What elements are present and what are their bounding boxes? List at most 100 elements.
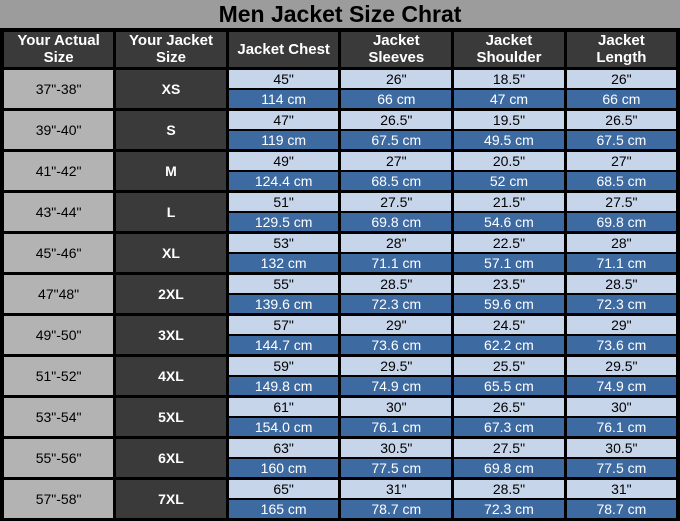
measure-inches-cell: 25.5"	[451, 353, 567, 377]
size-row-inches: 53"-54" 5XL 61" 30" 26.5" 30"	[0, 394, 680, 439]
measure-inches-cell: 30.5"	[338, 435, 455, 459]
actual-size-cell: 39"-40"	[0, 107, 117, 152]
measure-inches-cell: 22.5"	[451, 230, 567, 254]
measure-inches-cell: 53"	[225, 230, 342, 254]
actual-size-cell: 45"-46"	[0, 230, 117, 275]
measure-inches-cell: 28"	[338, 230, 455, 254]
measure-inches-cell: 27.5"	[338, 189, 455, 213]
measure-cm-cell: 67.3 cm	[451, 415, 567, 439]
measure-cm-cell: 78.7 cm	[338, 497, 455, 521]
size-row-cm: 144.7 cm 73.6 cm 62.2 cm 73.6 cm	[2, 333, 680, 357]
col-header-jacket-shoulder: Jacket Shoulder	[451, 28, 567, 70]
col-header-jacket-size: Your Jacket Size	[113, 28, 229, 70]
measure-cm-cell: 59.6 cm	[451, 292, 567, 316]
size-row-cm: 160 cm 77.5 cm 69.8 cm 77.5 cm	[2, 456, 680, 480]
jacket-size-cell: 2XL	[113, 271, 229, 316]
measure-inches-cell: 23.5"	[451, 271, 567, 295]
measure-cm-cell: 72.3 cm	[563, 292, 680, 316]
size-row-inches: 41"-42" M 49" 27" 20.5" 27"	[0, 148, 680, 193]
size-row-inches: 47"48" 2XL 55" 28.5" 23.5" 28.5"	[0, 271, 680, 316]
measure-cm-cell: 62.2 cm	[451, 333, 567, 357]
measure-inches-cell: 45"	[225, 66, 342, 90]
measure-cm-cell: 165 cm	[225, 497, 342, 521]
measure-cm-cell: 52 cm	[451, 169, 567, 193]
jacket-size-cell: XS	[113, 66, 229, 111]
size-row-inches: 37"-38" XS 45" 26" 18.5" 26"	[0, 66, 680, 111]
measure-inches-cell: 57"	[225, 312, 342, 336]
measure-inches-cell: 28.5"	[451, 476, 567, 500]
measure-cm-cell: 65.5 cm	[451, 374, 567, 398]
measure-cm-cell: 77.5 cm	[563, 456, 680, 480]
measure-inches-cell: 59"	[225, 353, 342, 377]
measure-cm-cell: 66 cm	[338, 87, 455, 111]
actual-size-cell: 47"48"	[0, 271, 117, 316]
size-row-inches: 49"-50" 3XL 57" 29" 24.5" 29"	[0, 312, 680, 357]
measure-cm-cell: 69.8 cm	[338, 210, 455, 234]
measure-inches-cell: 20.5"	[451, 148, 567, 172]
measure-inches-cell: 24.5"	[451, 312, 567, 336]
measure-inches-cell: 28.5"	[338, 271, 455, 295]
size-row-inches: 51"-52" 4XL 59" 29.5" 25.5" 29.5"	[0, 353, 680, 398]
size-row-inches: 45"-46" XL 53" 28" 22.5" 28"	[0, 230, 680, 275]
measure-cm-cell: 68.5 cm	[563, 169, 680, 193]
size-row-cm: 165 cm 78.7 cm 72.3 cm 78.7 cm	[2, 497, 680, 521]
measure-cm-cell: 73.6 cm	[563, 333, 680, 357]
actual-size-cell: 41"-42"	[0, 148, 117, 193]
measure-inches-cell: 30"	[563, 394, 680, 418]
measure-inches-cell: 30"	[338, 394, 455, 418]
size-table-header: Your Actual Size Your Jacket Size Jacket…	[0, 28, 680, 70]
measure-inches-cell: 26"	[563, 66, 680, 90]
measure-inches-cell: 55"	[225, 271, 342, 295]
measure-inches-cell: 51"	[225, 189, 342, 213]
measure-inches-cell: 63"	[225, 435, 342, 459]
jacket-size-cell: 3XL	[113, 312, 229, 357]
measure-cm-cell: 144.7 cm	[225, 333, 342, 357]
measure-inches-cell: 29.5"	[338, 353, 455, 377]
measure-cm-cell: 139.6 cm	[225, 292, 342, 316]
title-bar: Men Jacket Size Chrat	[0, 0, 680, 28]
measure-cm-cell: 71.1 cm	[338, 251, 455, 275]
measure-inches-cell: 61"	[225, 394, 342, 418]
measure-cm-cell: 78.7 cm	[563, 497, 680, 521]
measure-cm-cell: 114 cm	[225, 87, 342, 111]
measure-cm-cell: 71.1 cm	[563, 251, 680, 275]
measure-inches-cell: 28.5"	[563, 271, 680, 295]
measure-inches-cell: 28"	[563, 230, 680, 254]
col-header-jacket-length: Jacket Length	[563, 28, 680, 70]
jacket-size-cell: 4XL	[113, 353, 229, 398]
measure-cm-cell: 149.8 cm	[225, 374, 342, 398]
actual-size-cell: 49"-50"	[0, 312, 117, 357]
size-row-cm: 149.8 cm 74.9 cm 65.5 cm 74.9 cm	[2, 374, 680, 398]
size-table: Your Actual Size Your Jacket Size Jacket…	[0, 28, 680, 521]
measure-cm-cell: 47 cm	[451, 87, 567, 111]
measure-inches-cell: 31"	[563, 476, 680, 500]
measure-inches-cell: 27"	[338, 148, 455, 172]
size-row-cm: 114 cm 66 cm 47 cm 66 cm	[2, 87, 680, 111]
size-table-body: 37"-38" XS 45" 26" 18.5" 26" 114 cm 66 cm 47 cm 6…	[0, 66, 680, 521]
measure-cm-cell: 69.8 cm	[451, 456, 567, 480]
measure-inches-cell: 21.5"	[451, 189, 567, 213]
size-row-cm: 129.5 cm 69.8 cm 54.6 cm 69.8 cm	[2, 210, 680, 234]
measure-cm-cell: 160 cm	[225, 456, 342, 480]
measure-cm-cell: 74.9 cm	[563, 374, 680, 398]
measure-cm-cell: 72.3 cm	[451, 497, 567, 521]
measure-inches-cell: 27.5"	[451, 435, 567, 459]
measure-inches-cell: 30.5"	[563, 435, 680, 459]
measure-inches-cell: 47"	[225, 107, 342, 131]
measure-inches-cell: 49"	[225, 148, 342, 172]
measure-cm-cell: 49.5 cm	[451, 128, 567, 152]
header-row: Your Actual Size Your Jacket Size Jacket…	[0, 28, 680, 70]
measure-inches-cell: 29"	[338, 312, 455, 336]
measure-inches-cell: 26.5"	[451, 394, 567, 418]
measure-cm-cell: 76.1 cm	[338, 415, 455, 439]
jacket-size-cell: 7XL	[113, 476, 229, 521]
measure-cm-cell: 54.6 cm	[451, 210, 567, 234]
measure-inches-cell: 26.5"	[338, 107, 455, 131]
jacket-size-cell: 5XL	[113, 394, 229, 439]
measure-cm-cell: 154.0 cm	[225, 415, 342, 439]
size-row-inches: 43"-44" L 51" 27.5" 21.5" 27.5"	[0, 189, 680, 234]
size-row-cm: 132 cm 71.1 cm 57.1 cm 71.1 cm	[2, 251, 680, 275]
size-row-inches: 57"-58" 7XL 65" 31" 28.5" 31"	[0, 476, 680, 521]
measure-cm-cell: 69.8 cm	[563, 210, 680, 234]
